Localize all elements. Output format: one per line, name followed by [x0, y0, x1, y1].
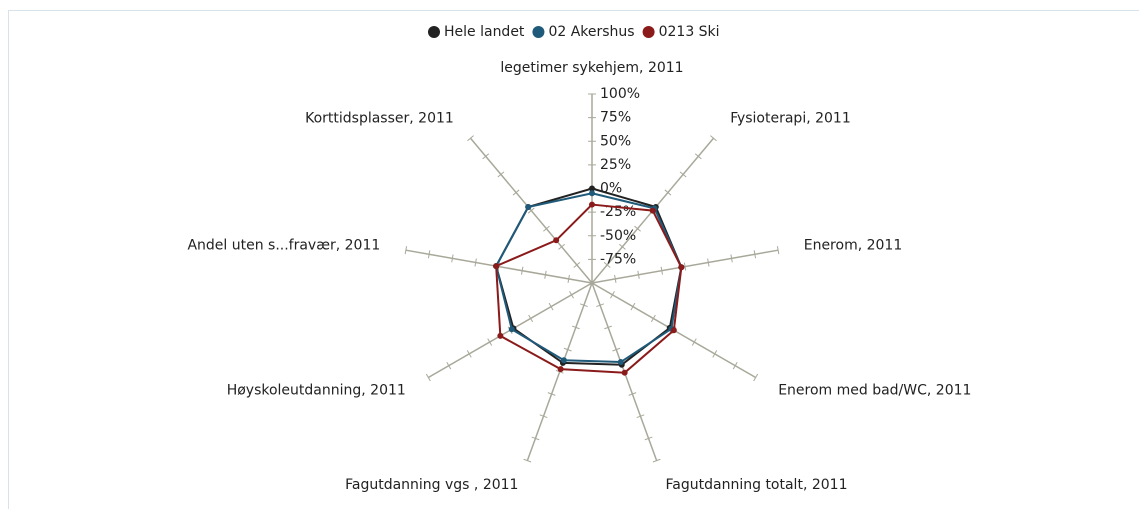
- data-point: [493, 263, 499, 269]
- tick-mark: [475, 259, 476, 267]
- tick-mark: [568, 275, 569, 283]
- tick-mark: [522, 267, 523, 275]
- data-point: [618, 359, 624, 365]
- axis-label: legetimer sykehjem, 2011: [500, 60, 683, 76]
- legend-label: 0213 Ski: [659, 24, 720, 40]
- data-point: [650, 208, 656, 214]
- data-point: [678, 264, 684, 270]
- tick-mark: [638, 271, 639, 279]
- tick-mark: [615, 275, 616, 283]
- tick-mark: [452, 254, 453, 262]
- data-point: [497, 333, 503, 339]
- legend-label: Hele landet: [444, 24, 525, 40]
- r-tick-label: 75%: [600, 110, 631, 126]
- r-tick-label: 25%: [600, 157, 631, 173]
- r-tick-label: 100%: [600, 86, 640, 102]
- r-tick-label: -50%: [600, 228, 636, 244]
- tick-mark: [754, 250, 755, 258]
- axis-label: Enerom, 2011: [804, 238, 903, 254]
- legend-marker: [643, 26, 655, 38]
- tick-mark: [405, 246, 406, 254]
- legend-label: 02 Akershus: [548, 24, 634, 40]
- data-point: [671, 327, 677, 333]
- tick-mark: [777, 246, 778, 254]
- data-point: [509, 326, 515, 332]
- tick-mark: [661, 267, 662, 275]
- axis-label: Korttidsplasser, 2011: [305, 110, 454, 126]
- series-line: [496, 205, 681, 373]
- data-point: [558, 366, 564, 372]
- data-point: [525, 204, 531, 210]
- legend-marker: [532, 26, 544, 38]
- tick-mark: [731, 254, 732, 262]
- axis-label: Fysioterapi, 2011: [730, 110, 851, 126]
- data-point: [589, 190, 595, 196]
- axis-label: Fagutdanning totalt, 2011: [666, 477, 848, 493]
- axis-label: Fagutdanning vgs , 2011: [345, 477, 518, 493]
- frame: [9, 11, 1139, 510]
- axis-label: Andel uten s...fravær, 2011: [187, 238, 380, 254]
- axis-label: Enerom med bad/WC, 2011: [778, 383, 971, 399]
- tick-mark: [708, 259, 709, 267]
- r-tick-label: 50%: [600, 133, 631, 149]
- tick-mark: [428, 250, 429, 258]
- series-line: [496, 193, 681, 362]
- tick-mark: [545, 271, 546, 279]
- axis-label: Høyskoleutdanning, 2011: [227, 383, 406, 399]
- r-tick-label: -75%: [600, 251, 636, 267]
- data-point: [561, 357, 567, 363]
- data-point: [589, 202, 595, 208]
- tick-mark: [684, 263, 685, 271]
- legend-marker: [428, 26, 440, 38]
- data-point: [553, 237, 559, 243]
- data-point: [622, 370, 628, 376]
